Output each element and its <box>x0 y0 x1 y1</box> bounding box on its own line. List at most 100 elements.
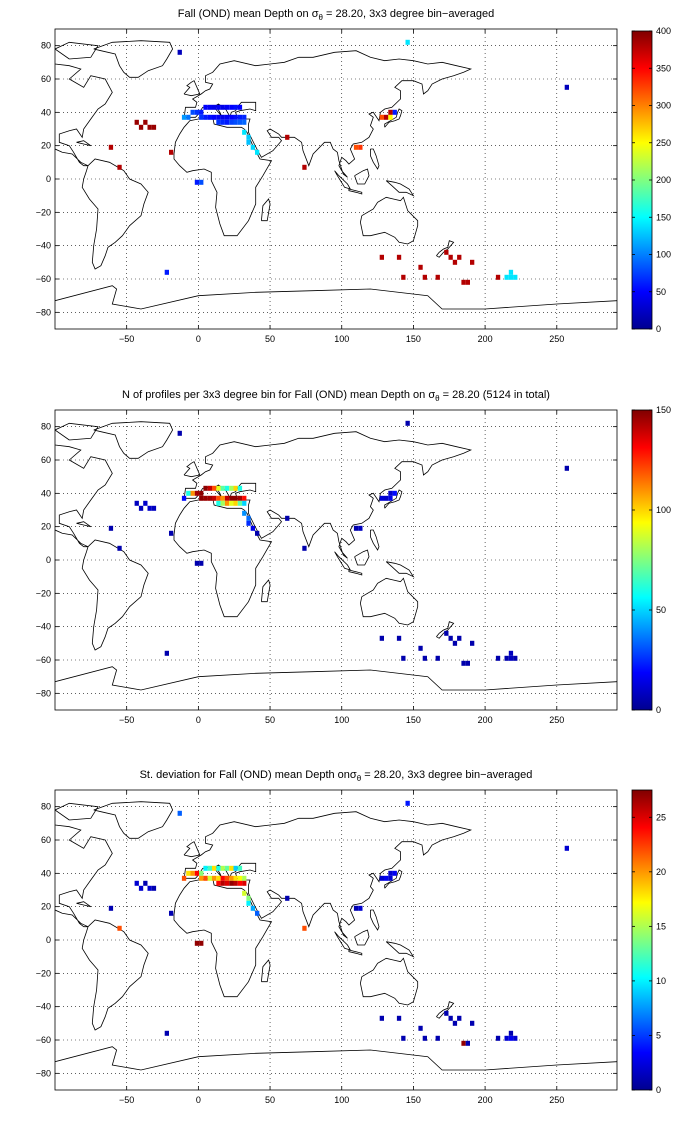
colorbar-tick-label: 10 <box>656 976 666 986</box>
data-bin <box>495 1035 501 1041</box>
data-bin <box>379 114 384 120</box>
data-bin <box>353 525 359 531</box>
data-bin <box>495 655 501 661</box>
data-bin <box>237 104 243 110</box>
data-bin <box>242 875 247 881</box>
data-bin <box>388 490 393 496</box>
coastline <box>93 421 174 459</box>
data-bin <box>177 49 182 55</box>
coastline <box>55 444 113 548</box>
y-tick-label: −60 <box>36 1035 51 1045</box>
y-tick-label: 80 <box>41 802 51 812</box>
chart-title-subscript: θ <box>357 774 362 783</box>
data-bin <box>401 655 406 661</box>
colorbar-tick-label: 50 <box>656 287 666 297</box>
data-bin <box>194 560 200 566</box>
chart-title-prefix: St. deviation for Fall (OND) mean Depth … <box>140 769 350 781</box>
x-tick-label: 150 <box>406 1095 421 1105</box>
coastline <box>348 949 363 956</box>
chart-title-subscript: θ <box>318 13 323 22</box>
data-bin <box>151 505 157 511</box>
data-bin <box>508 650 514 656</box>
y-tick-label: 20 <box>41 902 51 912</box>
data-bin <box>220 880 225 886</box>
coastline <box>76 901 92 908</box>
data-bin <box>250 525 255 531</box>
coastline <box>183 50 473 178</box>
data-bin <box>233 114 238 120</box>
data-bin <box>384 114 389 120</box>
data-bin <box>138 885 144 891</box>
chart-title-suffix: = 28.20, 3x3 degree bin−averaged <box>323 8 494 20</box>
y-tick-label: 60 <box>41 455 51 465</box>
data-bin <box>285 515 290 521</box>
data-bin <box>203 865 208 871</box>
data-bin <box>143 119 148 125</box>
data-bin <box>212 114 217 120</box>
y-tick-label: 40 <box>41 107 51 117</box>
data-bin <box>224 495 230 501</box>
y-tick-label: −20 <box>36 207 51 217</box>
data-bin <box>470 640 475 646</box>
y-tick-label: 0 <box>46 174 51 184</box>
coastline <box>55 824 113 928</box>
coastline <box>436 240 455 258</box>
data-bin <box>418 1025 423 1031</box>
data-bin <box>203 485 208 491</box>
data-bin <box>108 905 114 911</box>
data-bin <box>508 1035 514 1041</box>
coastline <box>55 422 99 441</box>
colorbar-tick-label: 0 <box>656 1085 661 1095</box>
data-bin <box>220 865 225 871</box>
colorbar-tick-label: 0 <box>656 324 661 334</box>
data-bin <box>177 810 182 816</box>
data-bin <box>220 114 225 120</box>
data-bin <box>169 910 174 916</box>
data-bin <box>177 430 182 436</box>
data-bin <box>194 940 200 946</box>
data-bin <box>388 109 393 115</box>
data-bin <box>169 149 174 155</box>
coastline <box>81 158 149 270</box>
chart-panel-1: Fall (OND) mean Depth on σθ = 28.20, 3x3… <box>36 8 671 344</box>
y-tick-label: −20 <box>36 968 51 978</box>
colorbar-tick-label: 400 <box>656 26 671 36</box>
coastline <box>55 63 113 167</box>
coastline <box>76 521 92 528</box>
x-tick-label: 100 <box>334 1095 349 1105</box>
y-tick-label: −60 <box>36 655 51 665</box>
x-tick-label: 200 <box>478 334 493 344</box>
chart-title-symbol: σ <box>428 389 435 401</box>
x-tick-label: 150 <box>406 715 421 725</box>
data-bin <box>392 870 397 876</box>
y-tick-label: 40 <box>41 488 51 498</box>
data-bin <box>388 875 393 881</box>
colorbar-tick-label: 300 <box>656 101 671 111</box>
data-bin <box>237 119 243 125</box>
data-bin <box>233 495 238 501</box>
x-tick-label: 100 <box>334 334 349 344</box>
data-bin <box>229 119 234 125</box>
data-bin <box>229 880 234 886</box>
data-bin <box>448 635 453 641</box>
coastline <box>183 461 201 478</box>
coastline <box>261 959 271 983</box>
data-bin <box>246 900 251 906</box>
coastline <box>93 801 174 839</box>
data-bin <box>461 1040 466 1046</box>
data-bin <box>181 495 187 501</box>
data-bin <box>229 104 234 110</box>
data-bin <box>138 124 144 130</box>
data-bin <box>117 545 122 551</box>
data-bin <box>242 890 247 896</box>
coastline <box>55 666 617 691</box>
data-bin <box>194 870 200 876</box>
y-tick-label: 0 <box>46 935 51 945</box>
coastline <box>55 802 99 821</box>
coastlines <box>55 40 617 310</box>
data-bin <box>392 109 397 115</box>
data-bin <box>504 274 509 280</box>
data-bin <box>384 875 389 881</box>
y-tick-label: 20 <box>41 141 51 151</box>
data-bin <box>216 875 221 881</box>
